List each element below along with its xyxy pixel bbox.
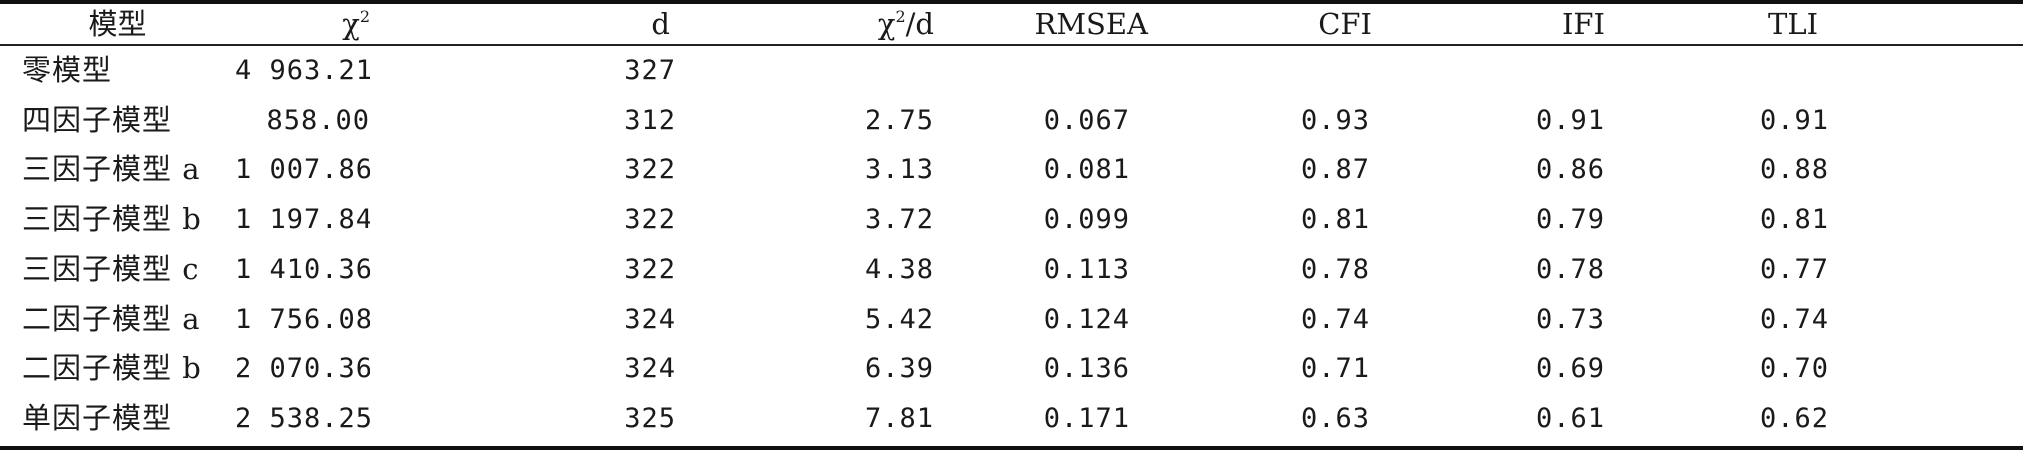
cell-chi2d: 3.72 <box>864 204 934 236</box>
cell-cfi: 0.78 <box>1300 253 1370 285</box>
cell-ifi: 0.69 <box>1535 353 1605 385</box>
cell-ifi: 0.91 <box>1535 104 1605 136</box>
cell-rmsea: 0.113 <box>1043 253 1130 285</box>
cell-d: 312 <box>624 104 676 136</box>
cell-chi2d: 7.81 <box>864 402 934 434</box>
cell-chi2: 1 756.08 <box>235 303 370 335</box>
header-chi2-symbol: χ <box>342 7 360 41</box>
cell-chi2: 1 007.86 <box>235 154 370 186</box>
table-row: 四因子模型 858.00 312 2.75 0.067 0.93 0.91 0.91 <box>0 96 2023 146</box>
header-ifi: IFI <box>1561 7 1605 41</box>
header-chi2d-superscript: 2 <box>895 7 906 26</box>
cell-tli: 0.88 <box>1760 154 1830 186</box>
cell-model: 三因子模型 c <box>22 251 200 286</box>
cell-ifi: 0.61 <box>1535 402 1605 434</box>
cell-chi2: 858.00 <box>266 104 370 136</box>
cell-tli: 0.81 <box>1760 204 1830 236</box>
table-bottom-rule <box>0 446 2023 450</box>
header-rmsea: RMSEA <box>1034 7 1148 41</box>
cell-rmsea: 0.171 <box>1043 402 1130 434</box>
cell-chi2: 1 197.84 <box>235 204 370 236</box>
table-row: 三因子模型 b 1 197.84 322 3.72 0.099 0.81 0.79 0.81 <box>0 195 2023 245</box>
cell-ifi: 0.79 <box>1535 204 1605 236</box>
cell-cfi: 0.93 <box>1300 104 1370 136</box>
cell-d: 327 <box>624 55 676 86</box>
cell-model: 二因子模型 a <box>22 301 201 336</box>
header-chi2-superscript: 2 <box>359 7 370 26</box>
cell-cfi: 0.71 <box>1300 353 1370 385</box>
cell-model: 零模型 <box>22 53 113 87</box>
cell-tli: 0.70 <box>1760 353 1830 385</box>
cell-chi2: 2 070.36 <box>235 353 370 385</box>
cell-chi2d: 4.38 <box>864 253 934 285</box>
table-row: 三因子模型 c 1 410.36 322 4.38 0.113 0.78 0.78 0.77 <box>0 245 2023 295</box>
cell-chi2d: 5.42 <box>864 303 934 335</box>
cell-tli: 0.91 <box>1760 104 1830 136</box>
table-top-rule <box>0 0 2023 4</box>
cell-ifi: 0.78 <box>1535 253 1605 285</box>
table-row: 零模型 4 963.21 327 <box>0 44 2023 96</box>
header-chi2d-divisor: /d <box>905 7 934 41</box>
cell-ifi: 0.86 <box>1535 154 1605 186</box>
cell-cfi: 0.63 <box>1300 402 1370 434</box>
cell-chi2: 2 538.25 <box>235 402 370 434</box>
cell-model: 四因子模型 <box>22 102 173 137</box>
cell-cfi: 0.87 <box>1300 154 1370 186</box>
cell-model: 三因子模型 a <box>22 152 201 187</box>
header-chi2d: χ2/d <box>690 4 948 44</box>
header-model: 模型 <box>88 7 147 41</box>
cell-cfi: 0.81 <box>1300 204 1370 236</box>
cell-ifi <box>1406 44 1643 96</box>
cell-rmsea: 0.136 <box>1043 353 1130 385</box>
header-chi2d-symbol: χ <box>877 7 896 41</box>
cell-rmsea: 0.124 <box>1043 303 1130 335</box>
cell-tli: 0.62 <box>1760 402 1830 434</box>
cell-chi2: 4 963.21 <box>235 55 370 86</box>
cell-cfi: 0.74 <box>1300 303 1370 335</box>
cell-d: 322 <box>624 204 676 236</box>
table-row: 二因子模型 a 1 756.08 324 5.42 0.124 0.74 0.73 0.74 <box>0 295 2023 345</box>
cell-d: 324 <box>624 303 676 335</box>
header-cfi: CFI <box>1318 7 1372 41</box>
cell-chi2: 1 410.36 <box>235 253 370 285</box>
cell-model: 二因子模型 b <box>22 351 202 386</box>
table-header-row: 模型 χ2 d χ2/d RMSEA CFI IFI TLI <box>0 4 2023 44</box>
cell-d: 322 <box>624 253 676 285</box>
cell-model: 三因子模型 b <box>22 202 202 237</box>
model-fit-table: 模型 χ2 d χ2/d RMSEA CFI IFI TLI 零模型 4 963.… <box>0 4 2023 444</box>
cell-chi2d: 2.75 <box>864 104 934 136</box>
table-body: 零模型 4 963.21 327 四因子模型 858.00 312 2.75 0.067 0.9… <box>0 44 2023 444</box>
cell-d: 325 <box>624 402 676 434</box>
cell-tli <box>1643 44 2023 96</box>
cell-d: 324 <box>624 353 676 385</box>
cell-rmsea: 0.067 <box>1043 104 1130 136</box>
cell-tli: 0.77 <box>1760 253 1830 285</box>
cell-rmsea: 0.099 <box>1043 204 1130 236</box>
header-chi2: χ2 <box>235 4 370 44</box>
cell-d: 322 <box>624 154 676 186</box>
cell-chi2d: 6.39 <box>864 353 934 385</box>
header-tli: TLI <box>1768 7 1819 41</box>
cell-chi2d: 3.13 <box>864 154 934 186</box>
table-header-rule <box>0 44 2023 46</box>
table-row: 单因子模型 2 538.25 325 7.81 0.171 0.63 0.61 0.62 <box>0 394 2023 444</box>
table-row: 三因子模型 a 1 007.86 322 3.13 0.081 0.87 0.86 0.88 <box>0 145 2023 195</box>
cell-model: 单因子模型 <box>22 400 173 435</box>
cell-ifi: 0.73 <box>1535 303 1605 335</box>
cell-rmsea <box>948 44 1176 96</box>
cell-tli: 0.74 <box>1760 303 1830 335</box>
cell-chi2d <box>690 44 948 96</box>
table-row: 二因子模型 b 2 070.36 324 6.39 0.136 0.71 0.69 0.70 <box>0 344 2023 394</box>
cell-cfi <box>1176 44 1406 96</box>
header-d: d <box>651 7 670 41</box>
cell-rmsea: 0.081 <box>1043 154 1130 186</box>
